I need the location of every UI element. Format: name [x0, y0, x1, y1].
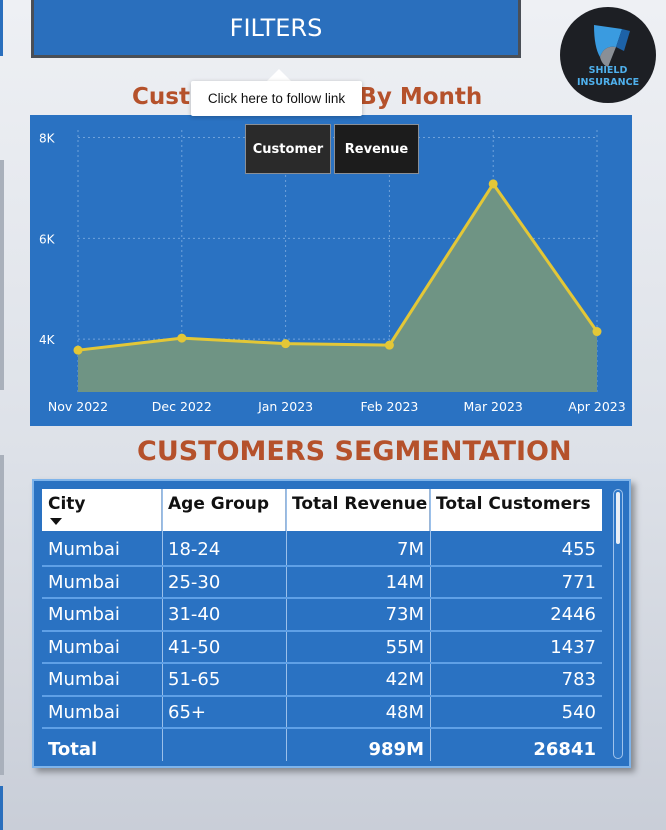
chart-canvas: 4K 6K 8K Nov 2022 Dec 2022 Jan 2023 Feb 2023 Ma… — [39, 130, 626, 414]
city-cell: Mumbai — [48, 636, 120, 658]
sort-descending-icon[interactable] — [50, 518, 62, 525]
x-tick-label: Jan 2023 — [257, 399, 313, 414]
data-point — [384, 340, 394, 350]
table-row[interactable]: Mumbai 51-65 42M 783 — [42, 663, 602, 695]
data-point — [281, 339, 291, 349]
link-tooltip: Click here to follow link — [191, 81, 362, 116]
row-divider — [42, 662, 602, 664]
total-customers: 26841 — [533, 739, 596, 760]
total-revenue: 989M — [368, 739, 425, 760]
total-customers-cell: 540 — [561, 701, 596, 723]
total-age-group — [162, 733, 286, 765]
x-tick-label: Nov 2022 — [48, 399, 108, 414]
shield-icon — [594, 25, 630, 67]
page-edge-bar — [0, 0, 3, 56]
city-cell: Mumbai — [48, 669, 120, 690]
segmentation-table: City Age Group Total Revenue Total Custo… — [32, 479, 631, 768]
total-row: Total 989M 26841 — [42, 733, 602, 765]
row-divider — [42, 564, 602, 567]
table-scrollbar[interactable] — [613, 489, 623, 759]
column-header-age-group[interactable]: Age Group — [162, 489, 286, 531]
logo-text-line1: SHIELD — [588, 65, 628, 76]
total-customers-cell: 783 — [561, 669, 596, 690]
age-group-cell: 25-30 — [168, 571, 221, 593]
customer-toggle-button[interactable]: Customer — [245, 124, 331, 174]
table-row[interactable]: Mumbai 41-50 55M 1437 — [42, 631, 602, 663]
page-edge-shadow — [0, 160, 4, 390]
city-cell: Mumbai — [48, 571, 120, 593]
data-point — [592, 327, 602, 337]
total-revenue-cell: 73M — [385, 604, 424, 625]
column-header-total-revenue[interactable]: Total Revenue — [286, 489, 430, 531]
age-group-cell: 65+ — [168, 701, 206, 723]
age-group-cell: 18-24 — [168, 539, 221, 560]
total-revenue-cell: 42M — [385, 669, 424, 690]
revenue-toggle-button[interactable]: Revenue — [334, 124, 419, 174]
column-header-city[interactable]: City — [42, 489, 162, 531]
column-divider — [430, 489, 431, 761]
age-group-cell: 41-50 — [168, 636, 221, 658]
page-edge-shadow — [0, 455, 4, 775]
column-divider — [162, 489, 163, 761]
x-tick-label: Feb 2023 — [360, 399, 418, 414]
row-divider — [42, 597, 602, 599]
scrollbar-thumb[interactable] — [616, 492, 620, 544]
total-customers-cell: 455 — [561, 539, 596, 560]
city-cell: Mumbai — [48, 604, 120, 625]
total-customers-cell: 2446 — [550, 604, 596, 625]
table-row[interactable]: Mumbai 25-30 14M 771 — [42, 566, 602, 598]
total-revenue-cell: 14M — [385, 571, 424, 593]
segmentation-title: CUSTOMERS SEGMENTATION — [137, 436, 572, 467]
series-line — [77, 182, 599, 352]
age-group-cell: 51-65 — [168, 669, 221, 690]
data-point — [177, 333, 187, 343]
table-row[interactable]: Mumbai 65+ 48M 540 — [42, 696, 602, 728]
total-revenue-cell: 48M — [385, 701, 424, 723]
logo-text-line2: INSURANCE — [576, 77, 640, 88]
column-header-label: City — [48, 494, 86, 514]
y-tick-label: 4K — [39, 333, 56, 347]
area-fill — [78, 183, 597, 392]
shield-insurance-logo: SHIELD INSURANCE — [560, 7, 656, 103]
age-group-cell: 31-40 — [168, 604, 221, 625]
y-tick-label: 6K — [39, 232, 56, 246]
y-tick-label: 8K — [39, 132, 56, 146]
table-row[interactable]: Mumbai 18-24 7M 455 — [42, 533, 602, 565]
total-revenue-cell: 7M — [397, 539, 424, 560]
x-tick-label: Mar 2023 — [464, 399, 523, 414]
tooltip-arrow — [267, 69, 291, 81]
column-header-total-customers[interactable]: Total Customers — [430, 489, 602, 531]
total-label: Total — [48, 739, 98, 760]
data-point — [488, 179, 498, 189]
row-divider — [42, 629, 602, 632]
x-tick-label: Apr 2023 — [568, 399, 625, 414]
total-customers-cell: 1437 — [550, 636, 596, 658]
table-row[interactable]: Mumbai 31-40 73M 2446 — [42, 598, 602, 630]
x-tick-label: Dec 2022 — [152, 399, 212, 414]
row-divider — [42, 694, 602, 697]
filters-button[interactable]: FILTERS — [31, 0, 521, 58]
customers-trend-chart: 4K 6K 8K Nov 2022 Dec 2022 Jan 2023 Feb 2023 Ma… — [30, 115, 632, 426]
city-cell: Mumbai — [48, 539, 120, 560]
row-divider — [42, 727, 602, 729]
total-customers-cell: 771 — [561, 571, 596, 593]
column-divider — [286, 489, 287, 761]
data-point — [73, 345, 83, 355]
page-edge-bar — [0, 786, 3, 830]
total-revenue-cell: 55M — [385, 636, 424, 658]
city-cell: Mumbai — [48, 701, 120, 723]
